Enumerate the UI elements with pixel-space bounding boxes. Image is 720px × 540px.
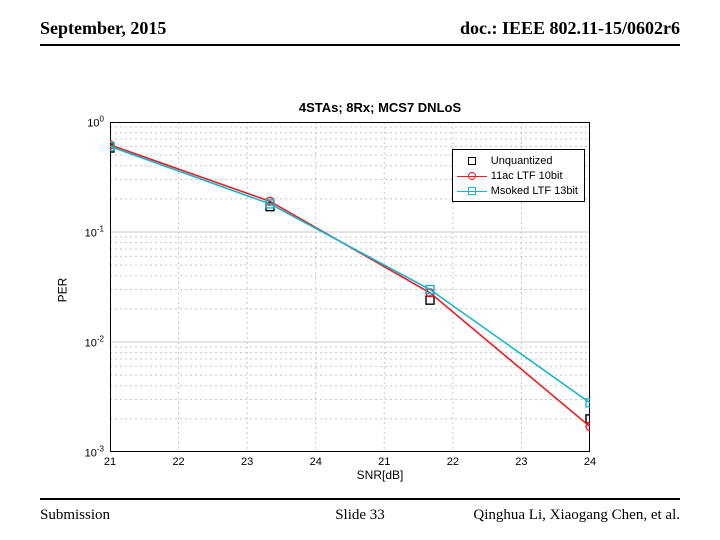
legend-swatch xyxy=(457,185,487,197)
header-docref: doc.: IEEE 802.11-15/0602r6 xyxy=(460,18,680,39)
legend-swatch xyxy=(457,170,487,182)
footer-rule xyxy=(40,498,680,500)
ytick-label: 10-3 xyxy=(85,445,104,460)
xtick-label: 22 xyxy=(447,456,459,468)
footer: Submission Slide 33 Qinghua Li, Xiaogang… xyxy=(40,507,680,524)
x-axis-label: SNR[dB] xyxy=(110,468,650,482)
header: September, 2015 doc.: IEEE 802.11-15/060… xyxy=(40,18,680,39)
xtick-label: 23 xyxy=(515,456,527,468)
legend-item: Unquantized xyxy=(457,153,578,168)
legend: Unquantized 11ac LTF 10bit Msoked LTF 13bi… xyxy=(452,149,585,202)
footer-left: Submission xyxy=(40,507,110,524)
y-axis-label: PER xyxy=(55,278,69,303)
ytick-label: 10-1 xyxy=(85,225,104,240)
legend-item: 11ac LTF 10bit xyxy=(457,168,578,183)
header-rule xyxy=(40,44,680,46)
legend-label: 11ac LTF 10bit xyxy=(491,170,563,182)
footer-right: Qinghua Li, Xiaogang Chen, et al. xyxy=(473,507,680,524)
xtick-label: 23 xyxy=(241,456,253,468)
chart-title: 4STAs; 8Rx; MCS7 DNLoS xyxy=(110,100,650,115)
legend-label: Unquantized xyxy=(491,155,553,167)
legend-swatch xyxy=(457,155,487,167)
xtick-label: 21 xyxy=(104,456,116,468)
legend-label: Msoked LTF 13bit xyxy=(491,185,578,197)
xtick-label: 24 xyxy=(584,456,596,468)
ytick-label: 10-2 xyxy=(85,335,104,350)
plot-area: 10-310-210-1100 2122232421222324 Unquant… xyxy=(110,122,590,452)
chart-container: 4STAs; 8Rx; MCS7 DNLoS PER SNR[dB] 10-31… xyxy=(110,100,650,480)
xtick-label: 24 xyxy=(310,456,322,468)
ytick-label: 100 xyxy=(87,115,104,130)
footer-center: Slide 33 xyxy=(335,507,385,524)
slide-page: September, 2015 doc.: IEEE 802.11-15/060… xyxy=(0,0,720,540)
legend-item: Msoked LTF 13bit xyxy=(457,183,578,198)
xtick-label: 21 xyxy=(378,456,390,468)
header-date: September, 2015 xyxy=(40,18,166,39)
xtick-label: 22 xyxy=(172,456,184,468)
